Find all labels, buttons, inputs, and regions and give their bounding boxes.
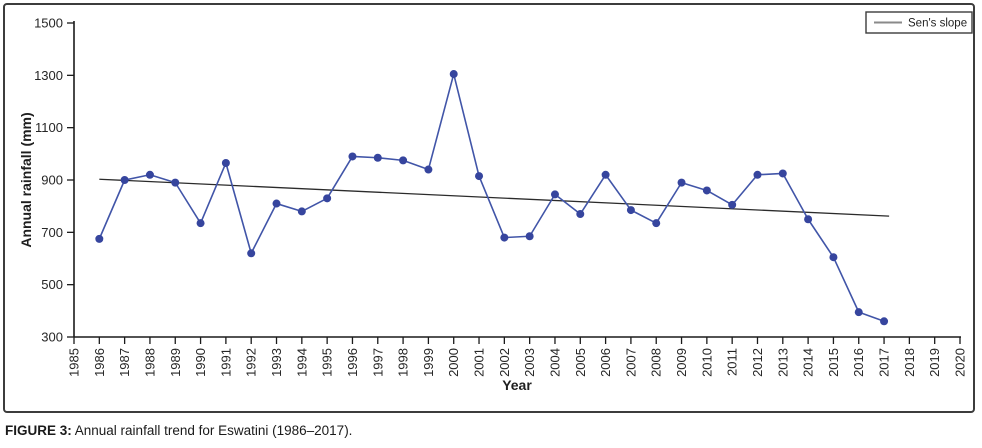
data-point (778, 169, 787, 178)
x-tick-label: 1993 (269, 348, 284, 377)
legend: Sen's slope (865, 11, 973, 34)
x-tick-label: 2011 (725, 348, 740, 376)
x-tick-label: 1999 (421, 348, 436, 377)
x-tick-label: 2014 (801, 348, 816, 377)
x-tick-label: 1986 (92, 348, 107, 377)
x-tick-label: 2019 (927, 348, 942, 377)
x-tick-label: 2001 (472, 348, 487, 377)
data-point (272, 199, 281, 208)
x-tick-label: 1990 (193, 348, 208, 377)
data-point (348, 152, 357, 161)
data-point (424, 165, 433, 174)
rainfall-line (98, 73, 885, 323)
y-tick-label: 500 (41, 277, 63, 292)
data-point (399, 156, 408, 165)
data-point (171, 178, 180, 187)
data-point (221, 158, 230, 167)
data-point (297, 207, 306, 216)
x-tick-label: 2017 (877, 348, 892, 377)
data-point (525, 232, 534, 241)
x-tick-label: 2012 (750, 348, 765, 377)
data-point (196, 219, 205, 228)
data-point (449, 70, 458, 79)
x-tick-label: 1992 (244, 348, 259, 377)
data-point (728, 200, 737, 209)
y-axis-title: Annual rainfall (mm) (18, 112, 34, 247)
x-tick-label: 1998 (396, 348, 411, 377)
x-tick-label: 2010 (699, 348, 714, 377)
data-point (373, 153, 382, 162)
x-tick-label: 1987 (117, 348, 132, 377)
rainfall-series-group (95, 70, 889, 326)
data-point (804, 215, 813, 224)
x-tick-label: 1995 (320, 348, 335, 377)
data-point (626, 206, 635, 215)
x-tick-label: 1991 (218, 348, 233, 377)
data-point (854, 308, 863, 317)
x-tick-label: 2003 (522, 348, 537, 377)
trend-line-group (99, 178, 890, 217)
y-tick-label: 700 (41, 225, 63, 240)
x-tick-label: 1985 (67, 348, 82, 377)
data-point (145, 170, 154, 179)
x-axis-ticks: 1985 1986 1987 1988 1989 1990 1991 1992 1993 1994… (67, 337, 968, 377)
legend-label: Sen's slope (908, 18, 967, 30)
caption-label: FIGURE 3: (5, 423, 72, 438)
x-tick-label: 1988 (142, 348, 157, 377)
x-axis-title: Year (502, 377, 532, 393)
data-point (652, 219, 661, 228)
y-tick-label: 1300 (34, 68, 63, 83)
caption-text: Annual rainfall trend for Eswatini (1986… (71, 423, 353, 438)
x-tick-label: 2007 (623, 348, 638, 377)
data-point (475, 172, 484, 181)
x-tick-label: 1997 (370, 348, 385, 377)
y-tick-label: 300 (41, 330, 63, 345)
x-tick-label: 2018 (902, 348, 917, 377)
data-point (677, 178, 686, 187)
data-point (247, 249, 256, 258)
y-tick-label: 900 (41, 173, 63, 188)
data-point (323, 194, 332, 203)
y-tick-label: 1100 (35, 120, 63, 135)
x-tick-label: 2016 (851, 348, 866, 377)
x-tick-label: 1996 (345, 348, 360, 377)
sens-slope-line (99, 178, 890, 217)
x-tick-label: 2004 (547, 348, 562, 377)
data-point (829, 253, 838, 262)
data-point (601, 170, 610, 179)
x-tick-label: 2002 (497, 348, 512, 377)
x-tick-label: 2005 (573, 348, 588, 377)
x-tick-label: 1989 (168, 348, 183, 377)
data-point (95, 234, 104, 243)
x-tick-label: 2013 (775, 348, 790, 377)
x-tick-label: 2000 (446, 348, 461, 377)
data-point (576, 210, 585, 219)
data-point (753, 170, 762, 179)
x-tick-label: 2006 (598, 348, 613, 377)
y-tick-label: 1500 (34, 16, 63, 31)
y-axis-ticks: 300 500 700 900 1100 1300 1500 (34, 16, 74, 345)
x-tick-label: 2008 (649, 348, 664, 377)
figure-frame: 300 500 700 900 1100 1300 1500 1985 1986 1987 198… (3, 3, 975, 413)
data-point (702, 186, 711, 195)
x-tick-label: 2020 (953, 348, 968, 377)
data-point (880, 317, 889, 326)
data-point (500, 233, 509, 242)
data-point (550, 190, 559, 199)
x-tick-label: 2009 (674, 348, 689, 377)
data-point (120, 176, 129, 184)
x-tick-label: 1994 (294, 348, 309, 377)
x-tick-label: 2015 (826, 348, 841, 377)
legend-box (865, 11, 973, 34)
figure-caption: FIGURE 3: Annual rainfall trend for Eswa… (5, 423, 352, 438)
